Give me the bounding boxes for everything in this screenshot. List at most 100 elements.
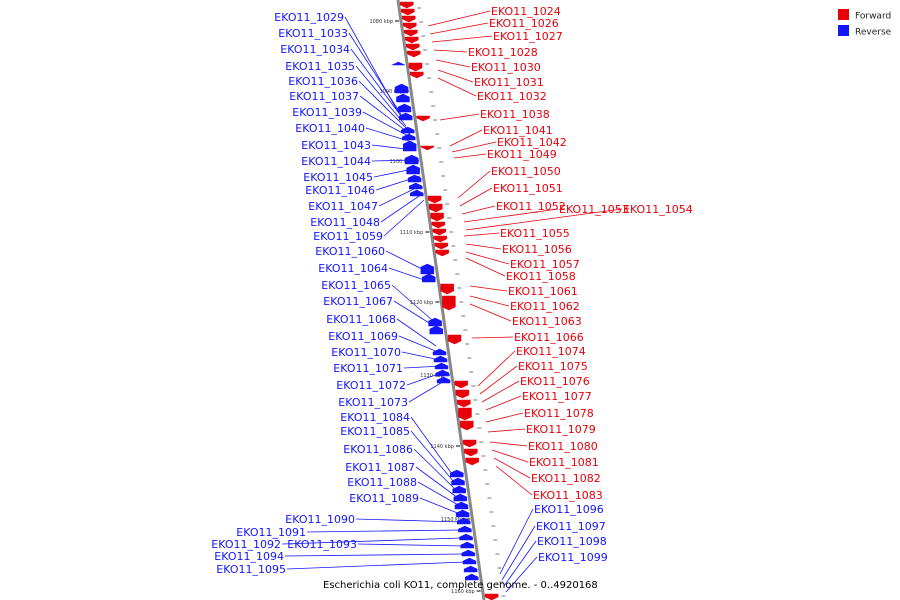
gene-arrow: [402, 15, 416, 23]
leader-line: [359, 95, 411, 135]
tick-label: 1110 kbp: [400, 230, 424, 236]
label-lines: [281, 10, 623, 593]
leader-line: [503, 540, 537, 587]
leader-line: [453, 153, 487, 159]
leader-line: [461, 205, 496, 215]
gene-arrow: [454, 501, 469, 510]
leader-line: [491, 449, 529, 463]
gene-arrow: [447, 334, 462, 345]
leader-line: [469, 303, 512, 322]
leader-line: [357, 543, 465, 547]
gene-label: EKO11_1056: [502, 243, 572, 256]
gene-label: EKO11_1068: [326, 313, 396, 326]
gene-label: EKO11_1041: [483, 124, 553, 137]
leader-line: [469, 295, 510, 307]
leader-line: [463, 208, 559, 223]
leader-line: [417, 481, 461, 507]
gene-label: EKO11_1040: [295, 122, 365, 135]
gene-label: EKO11_1048: [310, 216, 380, 229]
gene-label: EKO11_1063: [512, 315, 582, 328]
leader-line: [410, 430, 455, 483]
leader-line: [388, 267, 431, 283]
leader-line: [284, 553, 465, 557]
leader-line: [401, 351, 441, 361]
gene-arrow: [404, 154, 419, 165]
leader-line: [489, 441, 528, 447]
gene-label: EKO11_1050: [491, 165, 561, 178]
gene-arrow: [407, 50, 421, 58]
gene-label: EKO11_1097: [536, 520, 606, 533]
gene-label: EKO11_1084: [340, 411, 410, 424]
gene-arrow: [463, 565, 478, 573]
gene-label: EKO11_1087: [345, 461, 415, 474]
leader-line: [477, 350, 516, 387]
gene-arrow: [401, 133, 416, 141]
legend-forward-label: Forward: [855, 12, 891, 22]
gene-label: EKO11_1090: [285, 513, 355, 526]
gene-label: EKO11_1088: [347, 476, 417, 489]
leader-line: [383, 199, 425, 237]
gene-arrow: [436, 376, 451, 384]
leader-line: [471, 336, 514, 339]
gene-arrow: [433, 235, 448, 243]
gene-arrow: [462, 439, 477, 448]
gene-label: EKO11_1031: [474, 76, 544, 89]
gene-arrow: [484, 593, 499, 600]
legend: Forward Reverse: [838, 9, 892, 38]
leader-line: [391, 284, 433, 321]
gene-label: EKO11_1028: [468, 46, 538, 59]
gene-label: EKO11_1052: [496, 200, 566, 213]
leader-line: [375, 175, 421, 191]
gene-label: EKO11_1096: [534, 503, 604, 516]
tick-label: 1090 kbp: [379, 89, 403, 95]
leader-line: [505, 556, 538, 593]
gene-label: EKO11_1036: [288, 75, 358, 88]
gene-arrow: [440, 283, 454, 295]
tick-label: 1080 kbp: [369, 19, 393, 25]
leader-line: [457, 170, 491, 199]
tick-label: 1140 kbp: [430, 444, 454, 450]
gene-label: EKO11_1047: [308, 200, 378, 213]
gene-arrow: [455, 509, 470, 518]
gene-label: EKO11_1033: [278, 27, 348, 40]
leader-line: [427, 10, 491, 27]
gene-label: EKO11_1072: [336, 379, 406, 392]
genome-backbone: [396, 0, 486, 600]
leader-line: [371, 144, 415, 151]
gene-label: EKO11_1038: [480, 108, 550, 121]
leader-line: [459, 187, 493, 207]
gene-arrow: [409, 189, 424, 197]
gene-arrow: [394, 83, 409, 94]
gene-label: EKO11_1091: [236, 526, 306, 539]
gene-label: EKO11_1070: [331, 346, 401, 359]
gene-arrow: [433, 355, 448, 363]
gene-label: EKO11_1086: [343, 443, 413, 456]
leader-line: [396, 318, 437, 347]
gene-arrow: [454, 380, 468, 389]
gene-label: EKO11_1092: [211, 538, 281, 551]
gene-arrow: [422, 273, 436, 283]
leader-line: [348, 32, 403, 117]
legend-forward-swatch: [838, 9, 849, 20]
gene-arrow: [435, 249, 450, 257]
gene-label: EKO11_1043: [301, 139, 371, 152]
gene-label: EKO11_1039: [292, 106, 362, 119]
leader-line: [355, 518, 463, 523]
gene-arrow: [453, 493, 468, 502]
leader-line: [413, 448, 457, 491]
gene-arrow: [400, 1, 414, 9]
gene-arrow: [408, 62, 423, 72]
gene-arrow: [420, 263, 435, 275]
gene-arrow: [405, 36, 419, 44]
leader-line: [431, 35, 493, 43]
gene-arrow: [429, 325, 443, 335]
gene-label: EKO11_1024: [491, 5, 561, 18]
gene-arrow: [461, 549, 476, 557]
gene-arrow: [403, 22, 417, 30]
leader-line: [306, 529, 463, 533]
gene-label: EKO11_1053: [559, 203, 629, 216]
gene-arrow: [459, 533, 473, 541]
gene-arrow: [455, 389, 470, 399]
gene-label: EKO11_1081: [529, 456, 599, 469]
gene-label: EKO11_1059: [313, 230, 383, 243]
